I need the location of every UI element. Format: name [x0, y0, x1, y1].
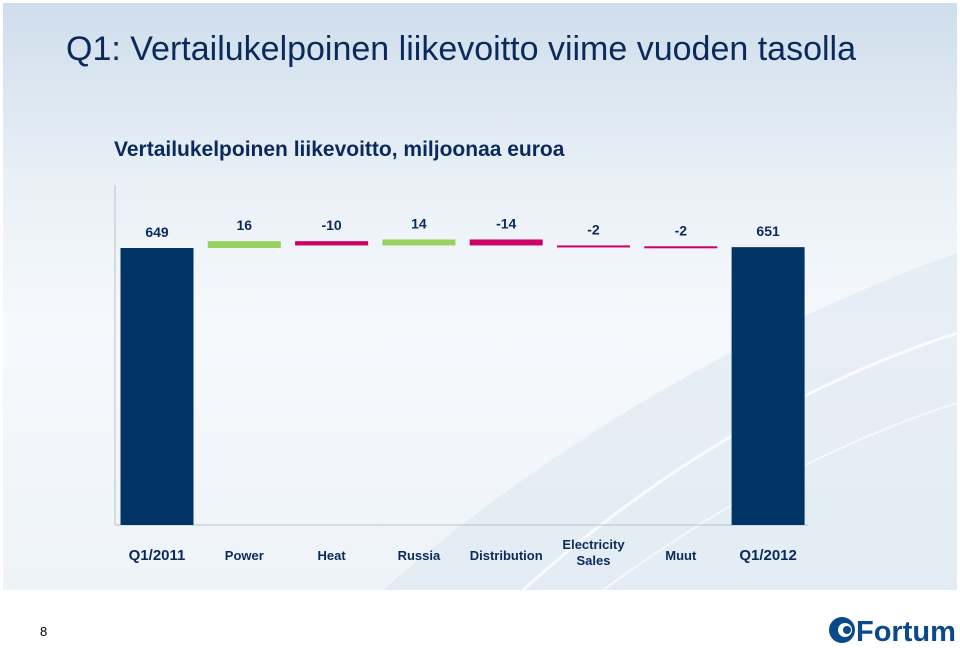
bar-q1-2011 — [120, 248, 194, 525]
bar-distribution — [469, 239, 543, 246]
bar-q1-2012 — [731, 247, 805, 526]
chart-title: Vertailukelpoinen liikevoitto, miljoonaa… — [114, 138, 565, 161]
category-label: Q1/2011 — [129, 547, 186, 564]
category-label: Q1/2012 — [739, 547, 797, 564]
slide-title: Q1: Vertailukelpoinen liikevoitto viime … — [66, 30, 857, 68]
bar-power — [207, 241, 281, 248]
bar-heat — [295, 241, 369, 246]
category-label: Muut — [665, 548, 697, 563]
category-label: Distribution — [470, 548, 543, 563]
value-label: 14 — [411, 215, 427, 231]
category-label: Power — [225, 548, 264, 563]
page-number: 8 — [40, 624, 48, 639]
category-label: Sales — [577, 553, 611, 568]
fortum-logo: Fortum — [829, 616, 956, 648]
bar-russia — [382, 239, 456, 246]
category-label: Russia — [398, 548, 441, 563]
bar-muut — [644, 246, 718, 249]
category-label: Electricity — [562, 537, 625, 552]
value-label: -14 — [496, 215, 516, 231]
value-label: -2 — [587, 221, 600, 237]
background-swoosh — [383, 253, 957, 590]
value-label: -10 — [321, 217, 341, 233]
logo-wordmark: Fortum — [856, 616, 956, 648]
value-label: 16 — [237, 217, 253, 233]
category-label: Heat — [318, 548, 347, 563]
bar-electricity-sales — [557, 245, 630, 248]
value-label: 651 — [756, 223, 780, 239]
value-label: -2 — [675, 222, 688, 238]
value-label: 649 — [145, 224, 169, 240]
